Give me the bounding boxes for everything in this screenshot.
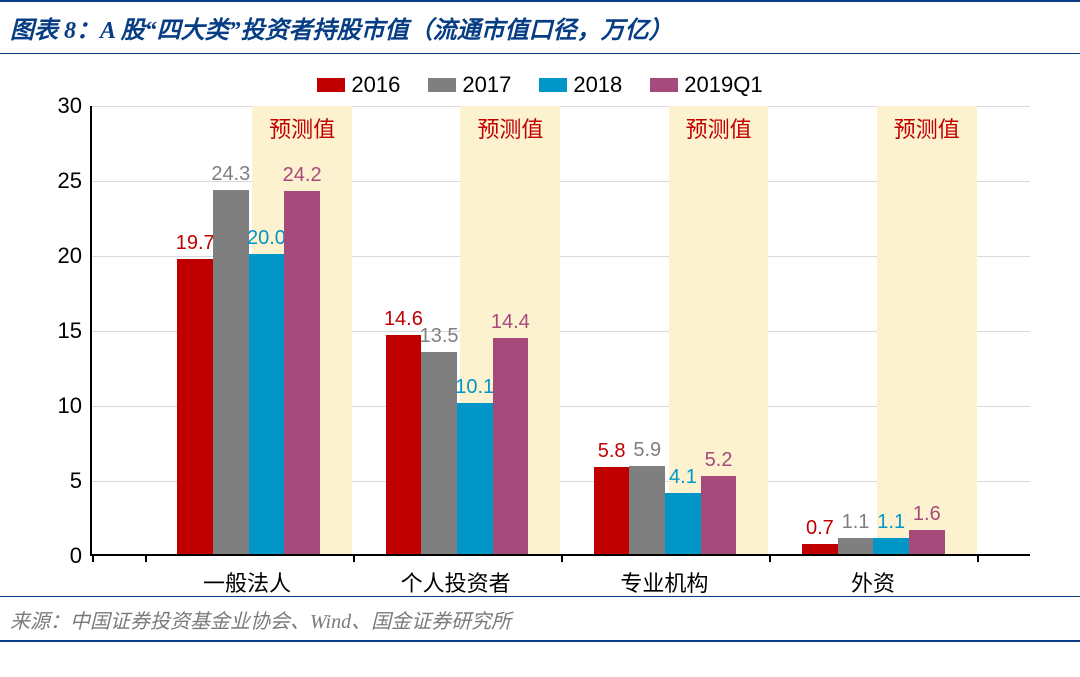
y-axis: 051015202530 — [40, 106, 90, 596]
source-text: 来源：中国证券投资基金业协会、Wind、国金证券研究所 — [10, 605, 1070, 634]
bar-value-label: 14.4 — [491, 311, 530, 334]
bar-value-label: 5.2 — [705, 449, 733, 472]
figure-container: 图表 8：A 股“四大类”投资者持股市值（流通市值口径，万亿） 2016 2017… — [0, 0, 1080, 677]
forecast-label: 预测值 — [460, 112, 560, 144]
forecast-band: 预测值 — [877, 106, 977, 554]
bar-value-label: 0.7 — [806, 517, 834, 540]
bar — [213, 190, 249, 555]
bar-value-label: 4.1 — [669, 466, 697, 489]
legend-swatch — [650, 78, 678, 92]
bar-value-label: 1.1 — [842, 511, 870, 534]
y-tick-label: 0 — [70, 543, 82, 569]
bar-value-label: 5.9 — [633, 439, 661, 462]
forecast-label: 预测值 — [252, 112, 352, 144]
y-tick-label: 25 — [58, 168, 82, 194]
forecast-label: 预测值 — [669, 112, 769, 144]
bar-value-label: 10.1 — [455, 376, 494, 399]
title-bar: 图表 8：A 股“四大类”投资者持股市值（流通市值口径，万亿） — [0, 0, 1080, 54]
legend-item: 2016 — [317, 72, 400, 98]
y-tick-label: 30 — [58, 93, 82, 119]
bar — [284, 191, 320, 554]
bar-value-label: 19.7 — [176, 232, 215, 255]
bar-value-label: 5.8 — [598, 440, 626, 463]
y-tick-label: 10 — [58, 393, 82, 419]
bar-value-label: 24.3 — [211, 163, 250, 186]
y-tick-label: 15 — [58, 318, 82, 344]
y-tick-label: 20 — [58, 243, 82, 269]
bar-value-label: 1.1 — [877, 511, 905, 534]
bar-value-label: 14.6 — [384, 308, 423, 331]
legend-item: 2017 — [428, 72, 511, 98]
legend-swatch — [317, 78, 345, 92]
y-tick-label: 5 — [70, 468, 82, 494]
legend: 2016 2017 2018 2019Q1 — [0, 54, 1080, 106]
bar — [701, 476, 737, 554]
legend-item: 2019Q1 — [650, 72, 762, 98]
bar — [909, 530, 945, 554]
legend-label: 2016 — [351, 72, 400, 98]
legend-label: 2017 — [462, 72, 511, 98]
legend-item: 2018 — [539, 72, 622, 98]
forecast-label: 预测值 — [877, 112, 977, 144]
source-bar: 来源：中国证券投资基金业协会、Wind、国金证券研究所 — [0, 596, 1080, 642]
bar — [421, 352, 457, 555]
legend-swatch — [539, 78, 567, 92]
bar — [802, 544, 838, 555]
bar-value-label: 1.6 — [913, 503, 941, 526]
chart-area: 051015202530 预测值预测值预测值预测值19.724.320.024.… — [40, 106, 1040, 596]
bar — [249, 254, 285, 554]
bar — [665, 493, 701, 555]
legend-swatch — [428, 78, 456, 92]
legend-label: 2018 — [573, 72, 622, 98]
bar — [493, 338, 529, 554]
bar-value-label: 13.5 — [420, 325, 459, 348]
x-tick-label: 个人投资者 — [401, 566, 511, 598]
bar — [594, 467, 630, 554]
bar — [838, 538, 874, 555]
bar — [873, 538, 909, 555]
bar — [457, 403, 493, 555]
x-tick-label: 外资 — [851, 566, 895, 598]
bar — [629, 466, 665, 555]
legend-label: 2019Q1 — [684, 72, 762, 98]
bar-value-label: 20.0 — [247, 227, 286, 250]
bar-value-label: 24.2 — [283, 164, 322, 187]
x-tick-label: 一般法人 — [203, 566, 291, 598]
x-axis-labels: 一般法人 个人投资者 专业机构 外资 — [90, 556, 1030, 596]
plot-area: 预测值 预测值 预测值 预测值 19.7 24.3 20.0 24.2 14.613.5 10.1… — [90, 106, 1030, 556]
x-tick-label: 专业机构 — [620, 566, 708, 598]
bar — [386, 335, 422, 554]
bar — [177, 259, 213, 555]
chart-title: 图表 8：A 股“四大类”投资者持股市值（流通市值口径，万亿） — [10, 10, 1070, 45]
